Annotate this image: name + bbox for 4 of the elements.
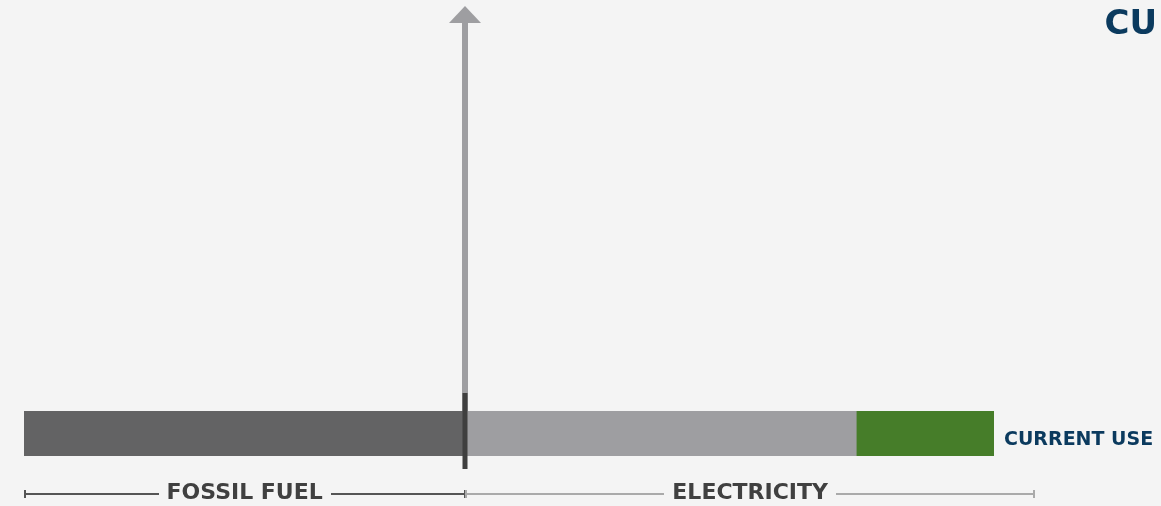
text: ELECTRICITY	[664, 478, 836, 504]
text: CU	[1104, 2, 1157, 42]
text: FOSSIL FUEL	[158, 478, 331, 504]
series-label: CURRENT USE	[1004, 427, 1154, 450]
